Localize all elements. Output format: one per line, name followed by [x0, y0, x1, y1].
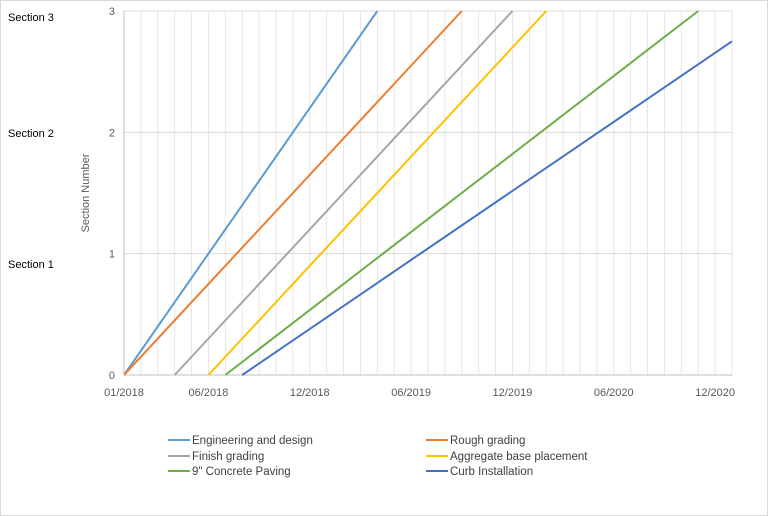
- x-tick-label: 06/2019: [391, 387, 431, 399]
- side-label-section-3: Section 3: [8, 12, 54, 24]
- y-tick-label: 3: [109, 6, 115, 18]
- axes: 0 1 2 3 Section Number 01/2018 06/2018 12/2018 0…: [80, 6, 735, 399]
- y-tick-label: 1: [109, 249, 115, 261]
- series-line: [124, 10, 379, 376]
- legend-label: Finish grading: [192, 451, 264, 463]
- series-line: [241, 40, 733, 376]
- side-label-section-2: Section 2: [8, 128, 54, 140]
- side-label-section-1: Section 1: [8, 259, 54, 271]
- legend-label: Engineering and design: [192, 435, 313, 447]
- legend-label: Curb Installation: [450, 466, 533, 478]
- legend-label: Aggregate base placement: [450, 451, 588, 463]
- legend-label: Rough grading: [450, 435, 525, 447]
- x-tick-label: 12/2018: [290, 387, 330, 399]
- legend-label: 9" Concrete Paving: [192, 466, 291, 478]
- y-axis-title: Section Number: [80, 153, 92, 232]
- x-tick-label: 06/2018: [189, 387, 229, 399]
- x-tick-label: 12/2019: [493, 387, 533, 399]
- series-line: [173, 10, 514, 376]
- x-tick-label: 12/2020: [695, 387, 735, 399]
- x-tick-label: 06/2020: [594, 387, 634, 399]
- y-tick-label: 0: [109, 370, 115, 382]
- grid: [124, 10, 733, 375]
- series-line: [124, 10, 463, 376]
- legend: Engineering and design Rough grading Finis…: [168, 435, 588, 478]
- series-lines: [124, 10, 733, 376]
- x-tick-label: 01/2018: [104, 387, 144, 399]
- series-line: [207, 10, 547, 376]
- y-tick-label: 2: [109, 127, 115, 139]
- series-line: [224, 10, 699, 376]
